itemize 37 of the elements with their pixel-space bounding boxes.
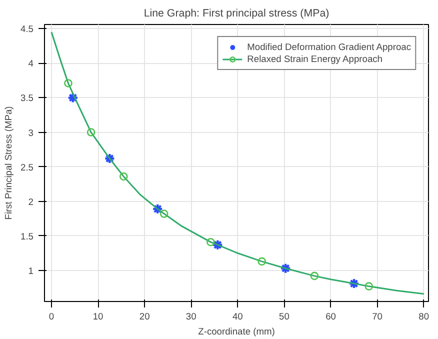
point <box>348 278 360 290</box>
point <box>212 239 224 250</box>
point <box>310 272 319 280</box>
y-tick-label: 2.5 <box>20 162 34 172</box>
point <box>64 79 72 88</box>
point <box>152 203 164 215</box>
y-tick-label: 3 <box>28 128 34 138</box>
x-tick-label: 30 <box>186 312 196 322</box>
legend-label: Modified Deformation Gradient Approac <box>247 41 411 53</box>
y-tick-label: 3.5 <box>20 93 34 104</box>
y-axis-title: First Principal Stress (MPa) <box>4 106 14 220</box>
legend-label: Relaxed Strain Energy Approach <box>247 53 382 65</box>
point <box>258 257 266 266</box>
point <box>86 128 96 136</box>
x-tick-label: 10 <box>92 312 104 322</box>
x-tick-label: 70 <box>372 312 383 322</box>
y-tick-label: 1.5 <box>20 231 34 242</box>
y-tick-label: 4.5 <box>20 24 34 34</box>
y-tick-label: 4 <box>28 58 34 69</box>
point <box>160 210 168 218</box>
x-tick-label: 80 <box>418 312 430 322</box>
x-tick-label: 20 <box>139 312 150 322</box>
point <box>280 262 292 274</box>
x-tick-label: 50 <box>279 312 290 322</box>
point <box>104 152 116 164</box>
point <box>119 172 128 181</box>
point <box>206 238 215 246</box>
x-tick-label: 60 <box>326 312 336 322</box>
x-axis-title: Z-coordinate (mm) <box>198 326 275 336</box>
x-tick-label: 0 <box>48 312 54 322</box>
x-tick-label: 40 <box>232 312 243 322</box>
y-tick-label: 2 <box>28 196 34 207</box>
y-tick-label: 1 <box>28 266 34 276</box>
chart-title: Line Graph: First principal stress (MPa) <box>144 8 330 20</box>
point <box>67 92 78 104</box>
line-series <box>50 31 425 295</box>
point <box>364 282 374 290</box>
